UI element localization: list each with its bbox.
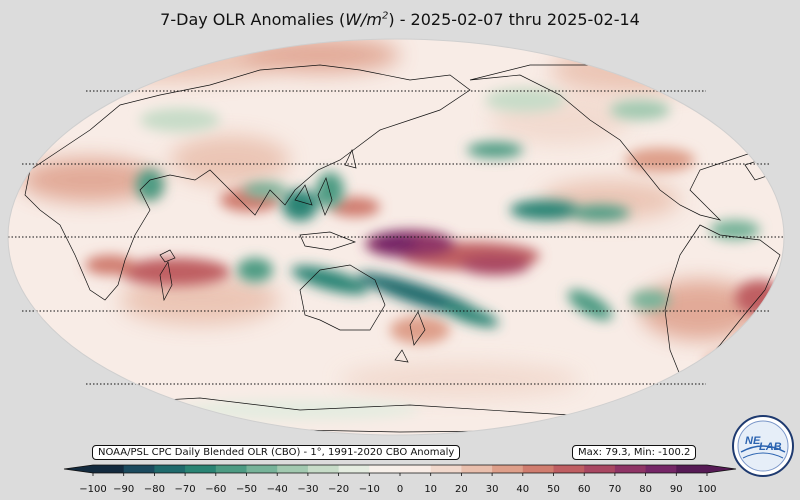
colorbar-segment xyxy=(307,465,340,473)
colorbar-tick-label: −100 xyxy=(79,484,107,495)
colorbar-segment xyxy=(430,465,462,473)
colorbar-tick-label: −50 xyxy=(235,484,258,495)
colorbar-tick-label: 40 xyxy=(516,484,530,495)
colorbar-tick-label: −20 xyxy=(328,484,350,495)
colorbar xyxy=(63,464,737,476)
nexlab-logo: NE LAB xyxy=(732,415,794,477)
svg-text:LAB: LAB xyxy=(759,441,782,453)
colorbar-tick-label: −60 xyxy=(205,484,227,495)
colorbar-segment xyxy=(185,465,217,473)
colorbar-tick-label: 30 xyxy=(485,484,499,495)
latitude-lines xyxy=(8,90,784,385)
colorbar-segment xyxy=(676,465,708,473)
colorbar-tick-label: −80 xyxy=(143,484,165,495)
anomaly-field xyxy=(8,39,784,435)
olr-anomaly-map xyxy=(7,38,785,436)
svg-text:NE: NE xyxy=(745,435,761,447)
colorbar-tick-label: 70 xyxy=(608,484,622,495)
colorbar-tick-label: 100 xyxy=(697,484,717,495)
colorbar-tick-label: 20 xyxy=(455,484,468,495)
colorbar-tick-label: 80 xyxy=(639,484,652,495)
colorbar-tick-label: 50 xyxy=(547,484,560,495)
colorbar-tick-label: 60 xyxy=(577,484,591,495)
colorbar-tick-label: 0 xyxy=(396,484,404,495)
colorbar-segment xyxy=(645,465,677,473)
colorbar-segment xyxy=(123,465,155,473)
colorbar-tick-label: −40 xyxy=(266,484,288,495)
colorbar-segment xyxy=(553,465,585,473)
colorbar-segment xyxy=(614,465,647,473)
source-label: NOAA/PSL CPC Daily Blended OLR (CBO) - 1… xyxy=(92,445,461,460)
colorbar-tick-label: −30 xyxy=(297,484,319,495)
colorbar-segment xyxy=(584,465,616,473)
colorbar-segment xyxy=(246,465,278,473)
colorbar-segment xyxy=(93,465,125,473)
colorbar-segment xyxy=(277,465,309,473)
colorbar-tick-label: 10 xyxy=(424,484,438,495)
max-min-label: Max: 79.3, Min: -100.2 xyxy=(572,445,697,460)
map-title: 7-Day OLR Anomalies (W/m2) - 2025-02-07 … xyxy=(160,10,640,29)
colorbar-segment xyxy=(215,465,247,473)
colorbar-segment xyxy=(400,465,432,473)
colorbar-tick-label: 90 xyxy=(669,484,683,495)
colorbar-segment xyxy=(338,465,370,473)
globe-outline xyxy=(7,38,785,436)
colorbar-segment xyxy=(522,465,554,473)
colorbar-segment xyxy=(369,465,401,473)
colorbar-segment xyxy=(492,465,524,473)
colorbar-extend-max xyxy=(707,465,736,473)
colorbar-segment xyxy=(154,465,186,473)
colorbar-tick-label: −90 xyxy=(113,484,135,495)
colorbar-tick-label: −10 xyxy=(358,484,380,495)
colorbar-segment xyxy=(461,465,493,473)
colorbar-tick-label: −70 xyxy=(174,484,196,495)
colorbar-extend-min xyxy=(64,465,93,473)
